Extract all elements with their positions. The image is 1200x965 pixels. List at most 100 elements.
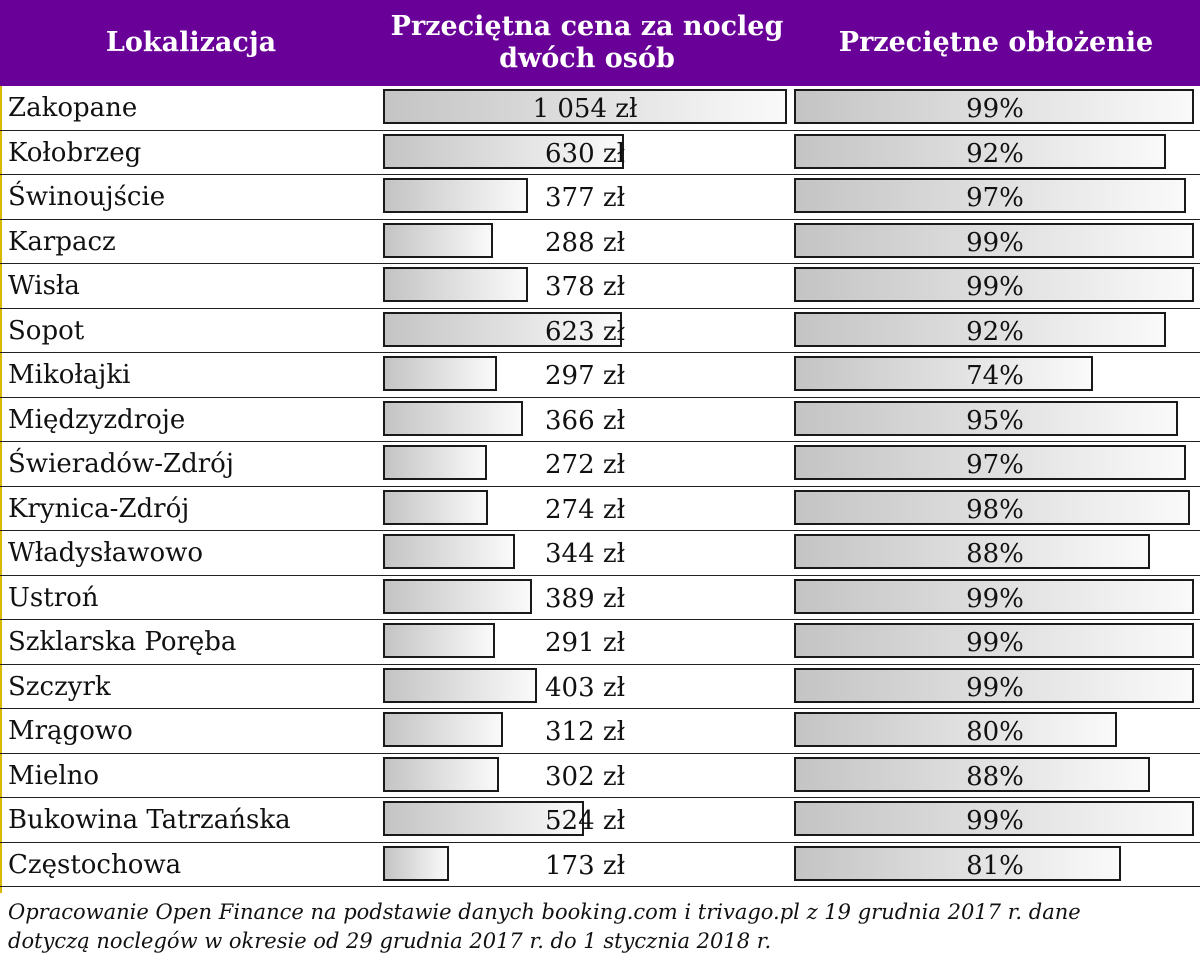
price-bar bbox=[383, 801, 584, 836]
occupancy-bar bbox=[794, 578, 1194, 614]
price-value: 312 zł bbox=[544, 717, 626, 747]
occupancy-value: 95% bbox=[966, 405, 1024, 436]
location-name: Wisła bbox=[8, 271, 80, 301]
occupancy-bar bbox=[794, 89, 1194, 124]
price-bar bbox=[383, 89, 787, 124]
location-name: Krynica-Zdrój bbox=[8, 493, 190, 524]
occupancy-value: 99% bbox=[966, 806, 1024, 836]
occupancy-bar bbox=[794, 178, 1186, 213]
price-bar bbox=[383, 311, 622, 347]
table-header: Lokalizacja Przeciętna cena za nocleg dw… bbox=[0, 0, 1200, 86]
price-value: 302 zł bbox=[544, 761, 626, 792]
table-row: Szczyrk 403 zł 99% bbox=[0, 665, 1200, 709]
price-bar bbox=[383, 178, 528, 213]
occupancy-value: 92% bbox=[966, 138, 1024, 169]
price-value: 378 zł bbox=[544, 272, 626, 302]
location-name: Szklarska Poręba bbox=[8, 627, 237, 657]
occupancy-value: 97% bbox=[966, 183, 1024, 213]
price-value: 389 zł bbox=[544, 583, 626, 614]
occupancy-bar bbox=[794, 801, 1194, 836]
left-edge-line bbox=[0, 86, 2, 893]
occupancy-value: 97% bbox=[966, 450, 1024, 480]
location-name: Świeradów-Zdrój bbox=[8, 449, 234, 479]
occupancy-bar bbox=[794, 534, 1150, 569]
occupancy-value: 88% bbox=[966, 761, 1024, 792]
price-bar bbox=[383, 356, 497, 391]
header-occupancy-label: Przeciętne obłożenie bbox=[838, 27, 1154, 58]
location-name: Świnoujście bbox=[8, 182, 166, 212]
occupancy-value: 99% bbox=[966, 672, 1024, 703]
occupancy-value: 92% bbox=[966, 316, 1024, 347]
occupancy-value: 81% bbox=[966, 850, 1024, 881]
price-bar bbox=[383, 445, 487, 480]
price-value: 173 zł bbox=[544, 850, 626, 881]
price-bar bbox=[383, 400, 523, 436]
occupancy-bar bbox=[794, 845, 1121, 881]
price-bar bbox=[383, 267, 528, 302]
occupancy-bar bbox=[794, 311, 1166, 347]
location-name: Bukowina Tatrzańska bbox=[8, 805, 291, 835]
header-price-line2: dwóch osób bbox=[499, 43, 675, 74]
location-name: Szczyrk bbox=[8, 671, 111, 702]
table-row: Międzyzdroje 366 zł 95% bbox=[0, 398, 1200, 442]
table-row: Władysławowo 344 zł 88% bbox=[0, 531, 1200, 576]
table-row: Ustroń 389 zł 99% bbox=[0, 576, 1200, 620]
location-name: Karpacz bbox=[8, 226, 116, 257]
occupancy-bar bbox=[794, 489, 1190, 525]
table-row: Świeradów-Zdrój 272 zł 97% bbox=[0, 442, 1200, 487]
footnote-line1: Opracowanie Open Finance na podstawie da… bbox=[8, 900, 1081, 924]
occupancy-bar bbox=[794, 133, 1166, 169]
occupancy-value: 80% bbox=[966, 717, 1024, 747]
location-name: Sopot bbox=[8, 315, 85, 346]
price-value: 274 zł bbox=[544, 494, 626, 525]
location-name: Władysławowo bbox=[8, 538, 204, 568]
price-bar bbox=[383, 489, 488, 525]
occupancy-value: 99% bbox=[966, 628, 1024, 658]
location-name: Międzyzdroje bbox=[8, 404, 186, 435]
occupancy-bar bbox=[794, 400, 1178, 436]
price-value: 291 zł bbox=[544, 628, 626, 658]
table-row: Sopot 623 zł 92% bbox=[0, 309, 1200, 353]
price-value: 288 zł bbox=[544, 227, 626, 258]
occupancy-bar bbox=[794, 267, 1194, 302]
price-value: 272 zł bbox=[544, 450, 626, 480]
price-value: 623 zł bbox=[544, 316, 626, 347]
price-bar bbox=[383, 756, 499, 792]
table-row: Mrągowo 312 zł 80% bbox=[0, 709, 1200, 754]
occupancy-value: 99% bbox=[966, 272, 1024, 302]
price-value: 403 zł bbox=[544, 672, 626, 703]
occupancy-value: 99% bbox=[966, 583, 1024, 614]
price-value: 377 zł bbox=[544, 183, 626, 213]
table-row: Świnoujście 377 zł 97% bbox=[0, 175, 1200, 220]
table-row: Wisła 378 zł 99% bbox=[0, 264, 1200, 309]
price-value: 630 zł bbox=[544, 138, 626, 169]
table-row: Zakopane 1 054 zł 99% bbox=[0, 86, 1200, 131]
price-bar bbox=[383, 133, 624, 169]
price-bar bbox=[383, 712, 503, 747]
price-value: 366 zł bbox=[544, 405, 626, 436]
price-bar bbox=[383, 623, 495, 658]
table-row: Bukowina Tatrzańska 524 zł 99% bbox=[0, 798, 1200, 843]
header-location: Lokalizacja bbox=[0, 0, 382, 86]
table-row: Częstochowa 173 zł 81% bbox=[0, 843, 1200, 887]
occupancy-value: 99% bbox=[966, 94, 1024, 124]
occupancy-value: 98% bbox=[966, 494, 1024, 525]
price-value: 524 zł bbox=[544, 806, 626, 836]
location-name: Mielno bbox=[8, 760, 100, 791]
table-row: Karpacz 288 zł 99% bbox=[0, 220, 1200, 264]
table-row: Mielno 302 zł 88% bbox=[0, 754, 1200, 798]
table-row: Szklarska Poręba 291 zł 99% bbox=[0, 620, 1200, 665]
table-row: Mikołajki 297 zł 74% bbox=[0, 353, 1200, 398]
price-bar bbox=[383, 222, 493, 258]
occupancy-bar bbox=[794, 623, 1194, 658]
price-bar bbox=[383, 667, 537, 703]
occupancy-bar bbox=[794, 356, 1093, 391]
price-value: 297 zł bbox=[544, 361, 626, 391]
header-price-line1: Przeciętna cena za nocleg bbox=[390, 11, 784, 42]
footnote-line2: dotyczą noclegów w okresie od 29 grudnia… bbox=[8, 929, 772, 953]
occupancy-value: 99% bbox=[966, 227, 1024, 258]
location-name: Mikołajki bbox=[8, 360, 131, 390]
occupancy-value: 88% bbox=[966, 539, 1024, 569]
occupancy-bar bbox=[794, 222, 1194, 258]
